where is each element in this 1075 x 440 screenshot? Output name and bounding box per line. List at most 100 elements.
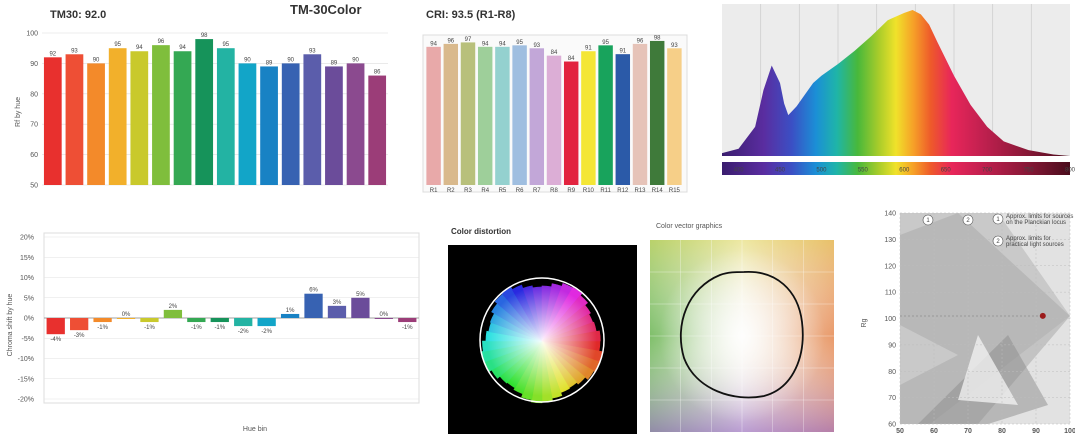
chroma-bar <box>187 318 206 323</box>
rfrg-y-tick: 120 <box>884 263 896 270</box>
cri-bar <box>546 55 562 185</box>
zone-marker <box>922 214 934 226</box>
rfrg-y-tick: 90 <box>888 342 896 349</box>
tm30-y-tick: 50 <box>30 183 38 190</box>
chroma-bar-label: -4% <box>50 337 61 343</box>
tm30-bar <box>195 39 214 185</box>
spectrum-x-tick: 500 <box>816 168 827 174</box>
tm30-bar-label: 90 <box>244 57 251 63</box>
chroma-bar <box>234 318 253 327</box>
test-source-contour <box>679 271 804 399</box>
cri-bar-label: 93 <box>533 43 540 49</box>
tm30-bar <box>43 57 62 185</box>
tm30-title: TM30: 92.0 <box>50 9 106 21</box>
tm30-bar <box>216 48 235 186</box>
legend-text: Approx. limits for sources <box>1006 214 1073 220</box>
cri-bar <box>598 45 613 185</box>
chroma-shift-chart: Chroma shift by hue Hue bin 20% 15% 10% 5% 0… <box>7 232 420 433</box>
source-point <box>1039 312 1046 319</box>
cri-bar-label: 96 <box>447 38 454 44</box>
cri-category-label: R5 <box>499 188 507 194</box>
rfrg-y-tick: 70 <box>888 395 896 402</box>
chroma-bar <box>46 318 65 335</box>
spectrum-x-tick: 400 <box>734 168 745 174</box>
chroma-x-axis-title: Hue bin <box>243 426 267 433</box>
tm30-y-tick: 60 <box>30 152 38 159</box>
spectrum-x-tick: 750 <box>1024 168 1035 174</box>
cri-category-label: R8 <box>550 188 558 194</box>
chroma-bar <box>374 318 393 319</box>
cri-bar-label: 98 <box>654 35 661 41</box>
spectrum-scale <box>722 162 1070 175</box>
cri-bar <box>632 43 648 185</box>
cri-category-label: R15 <box>669 188 681 194</box>
tm30-bar-label: 94 <box>136 45 143 51</box>
spectrum-x-tick: 600 <box>899 168 910 174</box>
color-distortion-graphic: Color distortion <box>448 227 637 434</box>
chroma-bar <box>327 305 347 318</box>
zone-marker-label: 2 <box>966 218 970 224</box>
spectrum-chart: 400 450 500 550 600 650 700 750 800 <box>722 4 1075 175</box>
cri-category-label: R10 <box>583 188 595 194</box>
tm30-bar <box>346 63 365 185</box>
tm30-bar <box>130 51 149 185</box>
tm30-bar-label: 89 <box>331 60 338 66</box>
cri-category-label: R13 <box>634 188 646 194</box>
chroma-y-axis-title: Chroma shift by hue <box>7 294 14 357</box>
tm30-bar-label: 89 <box>266 60 273 66</box>
chroma-y-tick: 5% <box>24 295 34 302</box>
zone-marker-label: 1 <box>926 218 930 224</box>
chroma-y-tick: -15% <box>18 376 34 383</box>
rfrg-x-tick: 80 <box>998 428 1006 435</box>
spectrum-x-tick: 450 <box>775 168 786 174</box>
chroma-bar <box>93 318 112 323</box>
tm30-y-tick: 90 <box>30 61 38 68</box>
rfrg-x-tick: 50 <box>896 428 904 435</box>
chroma-bar <box>257 318 276 327</box>
reference-circle <box>479 277 605 403</box>
chroma-bar <box>70 318 89 331</box>
rfrg-x-tick: 60 <box>930 428 938 435</box>
cri-bar-label: 94 <box>430 41 437 47</box>
rfrg-y-tick: 100 <box>884 316 896 323</box>
chroma-bar <box>351 297 370 318</box>
tm30-bar <box>260 66 278 185</box>
rfrg-y-tick: 60 <box>888 422 896 429</box>
zone-white <box>958 335 1018 405</box>
cri-category-label: R9 <box>567 188 575 194</box>
spectrum-x-tick: 800 <box>1065 168 1075 174</box>
cri-bar-label: 94 <box>482 41 489 47</box>
tm30-bar-label: 90 <box>93 57 100 63</box>
legend-text: practical light sources <box>1006 242 1064 248</box>
tm30-bar-label: 95 <box>114 42 121 48</box>
tm30-bar-label: 93 <box>71 48 78 54</box>
color-vector-graphic: Color vector graphics <box>650 223 834 432</box>
cri-category-label: R14 <box>652 188 664 194</box>
tm30-bar-label: 86 <box>374 70 381 76</box>
tm30-bar <box>65 54 84 185</box>
chroma-bar-label: 0% <box>380 312 389 318</box>
rfrg-y-tick: 80 <box>888 369 896 376</box>
cri-bar <box>615 54 631 185</box>
tm30-bar-label: 94 <box>179 45 186 51</box>
tm30-bar-label: 95 <box>222 42 229 48</box>
rfrg-x-tick: 70 <box>964 428 972 435</box>
legend-marker-label: 1 <box>996 217 1000 223</box>
cri-bar <box>495 46 510 185</box>
cri-category-label: R11 <box>600 188 611 194</box>
rfrg-y-tick: 140 <box>884 211 896 218</box>
distortion-center-glow <box>487 286 597 396</box>
cri-bar-label: 93 <box>671 43 678 49</box>
chroma-bar-label: -2% <box>261 329 272 335</box>
spectrum-x-tick: 650 <box>941 168 952 174</box>
tm30-y-tick: 100 <box>26 31 38 38</box>
cri-bar <box>477 46 493 185</box>
spectrum-x-tick: 550 <box>858 168 869 174</box>
chroma-bar-label: -3% <box>74 333 85 339</box>
cri-category-label: R3 <box>464 188 472 194</box>
tm30-bar-label: 90 <box>287 57 294 63</box>
rfrg-x-tick: 100 <box>1064 428 1075 435</box>
cri-category-label: R7 <box>533 188 541 194</box>
chroma-bar <box>304 293 323 318</box>
chroma-y-tick: -10% <box>18 356 34 363</box>
